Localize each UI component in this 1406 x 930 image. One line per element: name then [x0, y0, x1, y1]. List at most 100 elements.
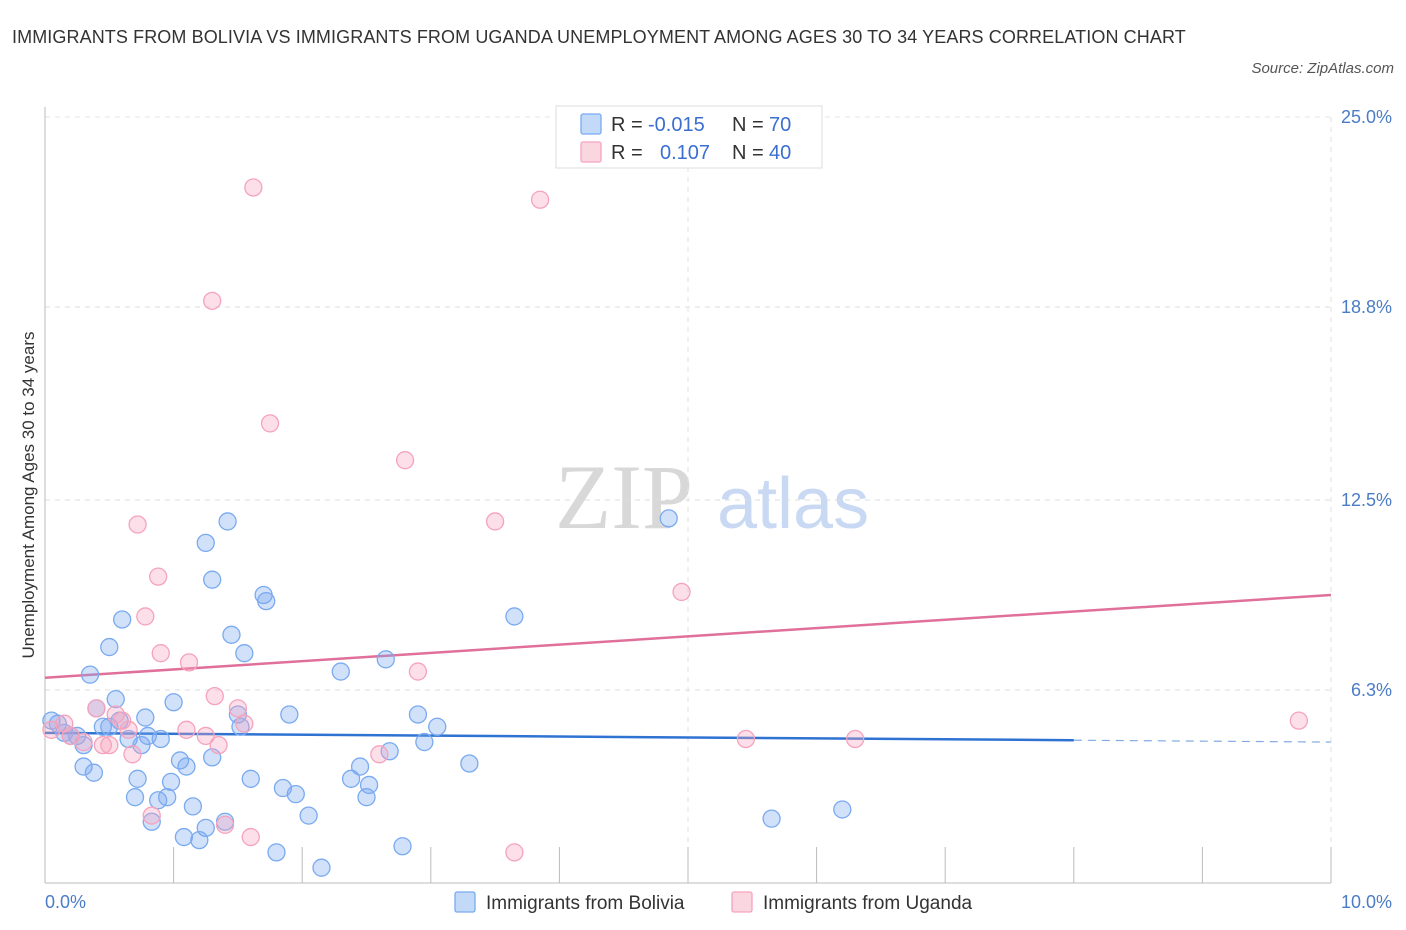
point-bolivia-6: [74, 757, 93, 776]
point-bolivia-59: [393, 837, 412, 856]
point-uganda-10: [123, 745, 142, 764]
point-bolivia-30: [177, 757, 196, 776]
y-tick-label-0: 6.3%: [1351, 680, 1392, 700]
y-axis-title: Unemployment Among Ages 30 to 34 years: [19, 332, 38, 659]
series-legend-swatch-bolivia: [454, 891, 476, 913]
point-bolivia-12: [100, 637, 119, 657]
point-bolivia-61: [415, 732, 434, 752]
legend-n-label-bolivia: N =: [732, 114, 764, 136]
point-uganda-19: [203, 291, 222, 310]
legend-n-label-uganda: N =: [732, 142, 764, 164]
point-uganda-24: [235, 714, 254, 733]
point-uganda-34: [672, 582, 691, 602]
point-bolivia-17: [125, 788, 145, 807]
point-bolivia-45: [257, 591, 276, 611]
series-legend-label-uganda: Immigrants from Uganda: [763, 893, 973, 914]
point-bolivia-20: [136, 708, 155, 727]
point-uganda-11: [128, 515, 147, 534]
point-uganda-15: [151, 644, 170, 663]
point-bolivia-53: [341, 769, 361, 788]
legend-r-value-uganda: 0.107: [660, 142, 710, 164]
point-uganda-20: [205, 686, 224, 706]
point-bolivia-35: [203, 570, 222, 589]
point-bolivia-66: [762, 809, 781, 828]
chart-title: IMMIGRANTS FROM BOLIVIA VS IMMIGRANTS FR…: [12, 27, 1186, 47]
series-legend-swatch-uganda: [731, 891, 753, 913]
point-uganda-33: [530, 190, 550, 209]
legend-r-value-bolivia: -0.015: [648, 114, 705, 136]
legend-box: [555, 105, 823, 169]
point-bolivia-56: [359, 775, 379, 795]
point-uganda-12: [136, 607, 155, 626]
watermark-atlas: atlas: [717, 464, 869, 544]
point-uganda-28: [370, 745, 389, 764]
point-uganda-14: [149, 567, 168, 586]
x-tick-label-0: 0.0%: [45, 892, 86, 912]
point-bolivia-65: [659, 509, 678, 528]
point-bolivia-33: [196, 818, 215, 837]
point-uganda-5: [93, 735, 113, 755]
point-uganda-8: [113, 711, 132, 730]
point-bolivia-34: [196, 533, 215, 553]
point-bolivia-10: [93, 717, 113, 736]
point-uganda-3: [74, 732, 93, 752]
point-uganda-6: [100, 735, 119, 755]
point-bolivia-8: [84, 763, 104, 782]
point-bolivia-62: [428, 717, 447, 736]
point-uganda-37: [1289, 711, 1308, 730]
legend-n-value-bolivia: 70: [769, 114, 791, 136]
point-bolivia-13: [106, 690, 125, 709]
point-bolivia-22: [142, 812, 161, 831]
point-bolivia-60: [408, 705, 428, 724]
point-bolivia-57: [376, 650, 395, 669]
point-uganda-23: [228, 699, 248, 718]
point-uganda-31: [485, 512, 505, 531]
trend-lines: [44, 593, 1332, 743]
point-bolivia-54: [350, 757, 370, 776]
series-legend-label-bolivia: Immigrants from Bolivia: [486, 893, 685, 914]
point-bolivia-31: [183, 797, 203, 816]
point-bolivia-39: [222, 625, 241, 644]
point-uganda-4: [87, 699, 106, 718]
point-bolivia-48: [280, 705, 299, 724]
trend-line-dashed-0: [1073, 739, 1332, 743]
legend-swatch-bolivia: [580, 113, 602, 135]
point-bolivia-38: [218, 512, 237, 531]
point-bolivia-43: [241, 769, 260, 788]
point-bolivia-46: [267, 843, 286, 862]
x-tick-labels: 0.0% 10.0%: [45, 892, 1392, 912]
point-uganda-16: [177, 720, 196, 739]
point-uganda-26: [244, 178, 263, 197]
point-bolivia-18: [128, 769, 147, 788]
watermark-zip: ZIP: [555, 446, 693, 548]
point-bolivia-26: [161, 772, 181, 792]
point-bolivia-50: [299, 806, 318, 825]
point-uganda-18: [196, 726, 215, 746]
point-uganda-13: [142, 806, 161, 825]
trend-line-1: [44, 593, 1332, 679]
y-tick-label-3: 25.0%: [1341, 107, 1392, 127]
point-bolivia-42: [235, 644, 254, 663]
point-uganda-22: [215, 815, 235, 834]
point-bolivia-67: [833, 800, 852, 819]
y-tick-labels: 6.3% 12.5% 18.8% 25.0%: [1341, 107, 1392, 700]
y-tick-label-2: 18.8%: [1341, 297, 1392, 317]
correlation-legend: R = -0.015 N = 70 R = 0.107 N = 40: [555, 105, 823, 169]
point-bolivia-64: [505, 607, 524, 626]
point-bolivia-15: [113, 610, 132, 629]
trend-line-0: [44, 731, 1074, 742]
legend-r-label-uganda: R =: [611, 142, 643, 164]
point-bolivia-27: [164, 693, 183, 712]
point-uganda-21: [209, 735, 228, 755]
point-bolivia-51: [312, 858, 331, 877]
point-uganda-30: [408, 662, 428, 681]
point-bolivia-58: [380, 742, 399, 761]
source-label: Source: ZipAtlas.com: [1251, 60, 1394, 77]
point-uganda-36: [846, 729, 865, 749]
point-bolivia-7: [80, 665, 100, 684]
grid-lines: [45, 116, 1332, 883]
y-tick-label-1: 12.5%: [1341, 490, 1392, 510]
point-bolivia-49: [286, 784, 305, 804]
point-uganda-17: [179, 653, 199, 672]
